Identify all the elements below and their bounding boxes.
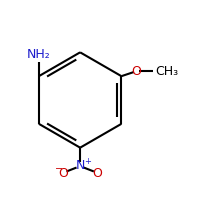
Text: O: O — [131, 65, 141, 78]
Text: O: O — [92, 167, 102, 180]
Text: NH₂: NH₂ — [27, 48, 51, 61]
Text: −: − — [55, 164, 63, 174]
Text: O: O — [58, 167, 68, 180]
Text: +: + — [85, 157, 91, 166]
Text: N: N — [75, 159, 85, 172]
Text: CH₃: CH₃ — [155, 65, 178, 78]
